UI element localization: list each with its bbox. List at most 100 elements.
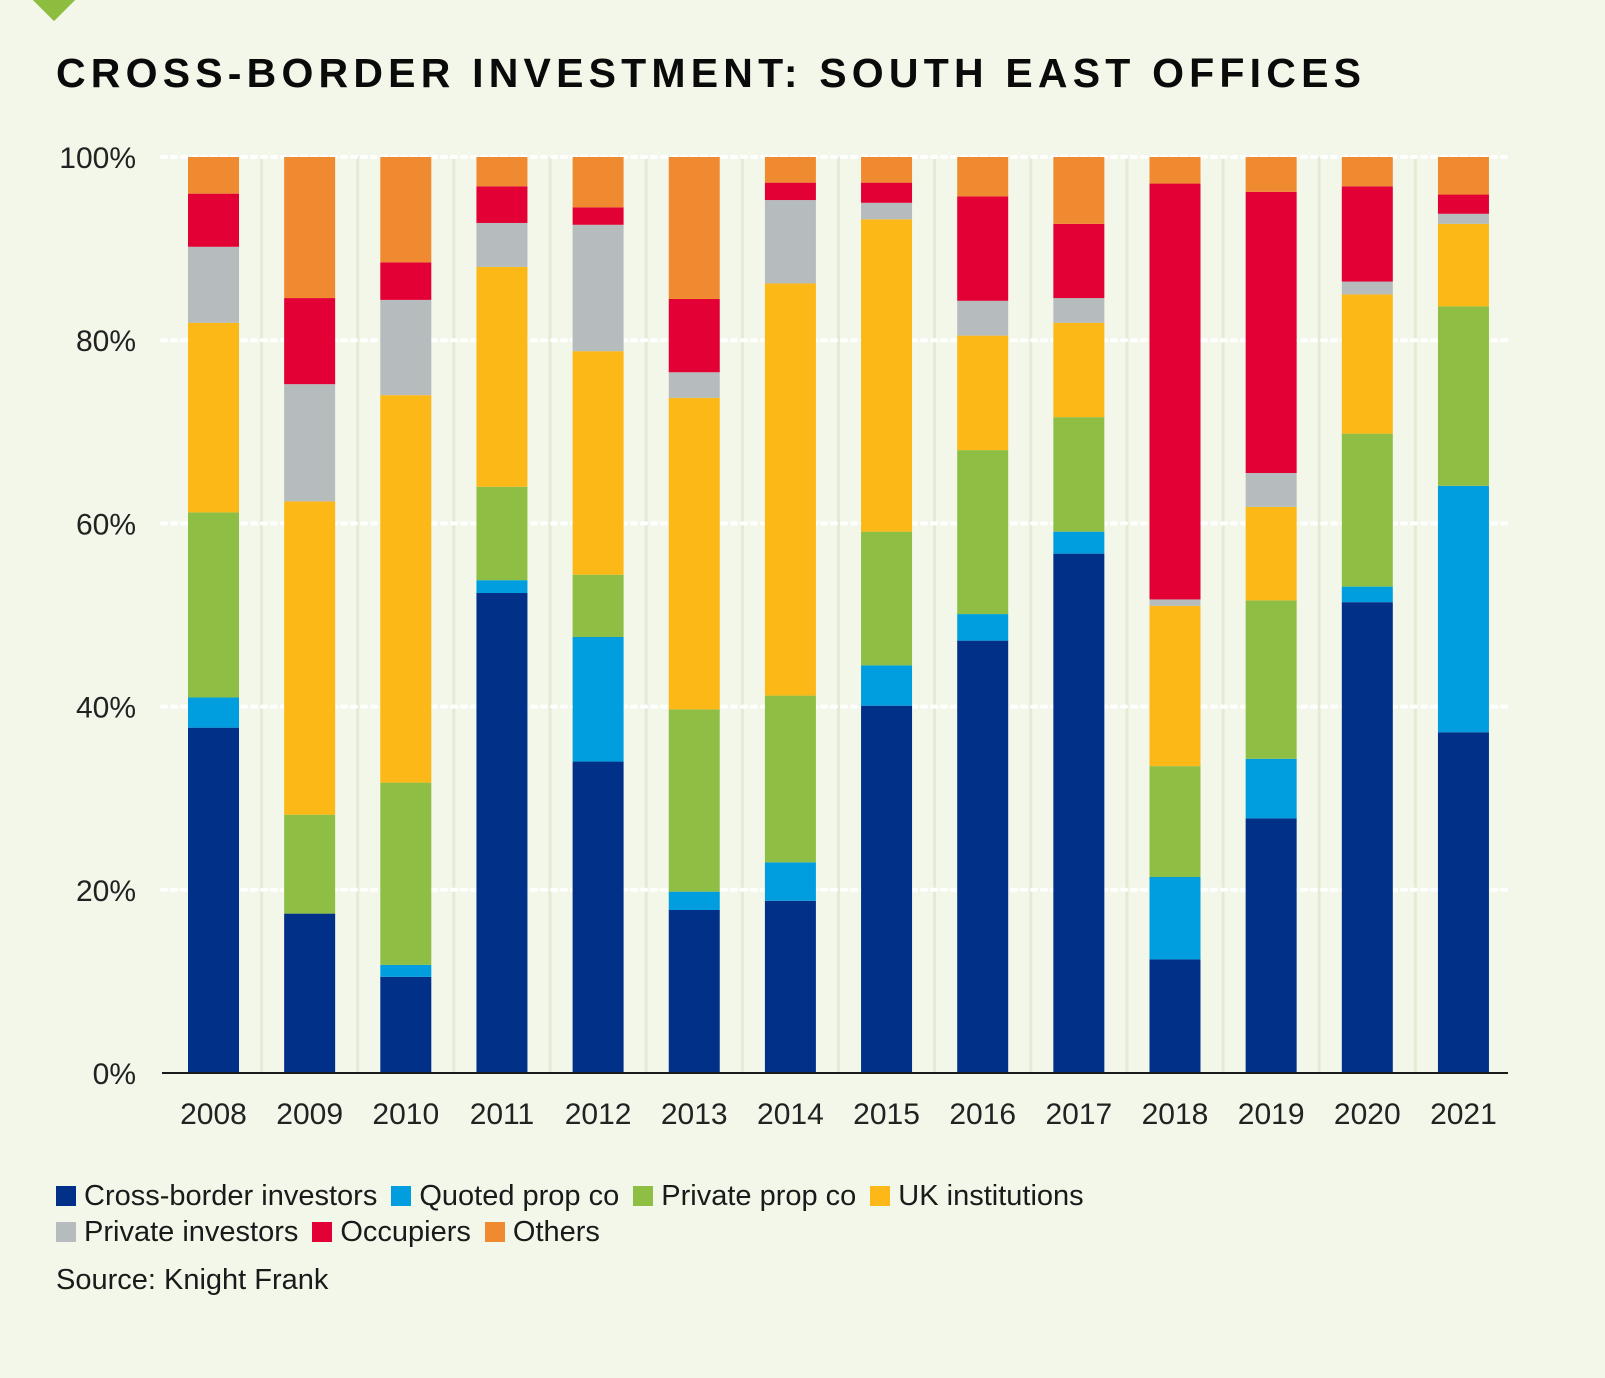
bar-segment-others-2010 bbox=[380, 157, 432, 263]
bar-segment-uk-institutions-2008 bbox=[188, 322, 239, 513]
y-tick-label: 40% bbox=[76, 692, 136, 725]
bar-segment-private-prop-co-2018 bbox=[1149, 766, 1201, 877]
bar-segment-uk-institutions-2017 bbox=[1053, 322, 1105, 418]
bar-segment-private-investors-2013 bbox=[668, 372, 720, 398]
bar-segment-occupiers-2020 bbox=[1341, 186, 1393, 282]
bar-segment-others-2012 bbox=[572, 157, 624, 208]
y-tick-label: 0% bbox=[93, 1058, 136, 1091]
x-tick-label: 2008 bbox=[180, 1098, 247, 1131]
bar-segment-private-prop-co-2010 bbox=[380, 782, 432, 965]
bar-stack-2011 bbox=[476, 157, 528, 1073]
bar-segment-private-investors-2020 bbox=[1341, 281, 1393, 295]
legend-label: UK institutions bbox=[898, 1180, 1084, 1212]
bar-stack-2013 bbox=[668, 157, 720, 1073]
bar-segment-uk-institutions-2019 bbox=[1245, 506, 1297, 601]
bar-segment-quoted-prop-co-2016 bbox=[957, 614, 1009, 641]
bar-segment-quoted-prop-co-2013 bbox=[668, 891, 720, 910]
x-tick-label: 2014 bbox=[757, 1098, 824, 1131]
bar-segment-occupiers-2012 bbox=[572, 207, 624, 225]
bar-segment-others-2011 bbox=[476, 157, 528, 187]
bar-segment-quoted-prop-co-2019 bbox=[1245, 758, 1297, 819]
bar-stack-2017 bbox=[1053, 157, 1105, 1073]
bar-segment-cross-border-investors-2017 bbox=[1053, 553, 1105, 1073]
bar-segment-occupiers-2009 bbox=[284, 298, 336, 385]
bar-segment-occupiers-2015 bbox=[861, 182, 913, 203]
bar-segment-private-prop-co-2008 bbox=[188, 512, 239, 698]
bar-segment-private-investors-2008 bbox=[188, 246, 239, 323]
legend-item: Private investors bbox=[56, 1214, 298, 1250]
y-tick-label: 20% bbox=[76, 875, 136, 908]
legend-label: Others bbox=[512, 1216, 600, 1248]
bar-segment-private-investors-2014 bbox=[764, 200, 816, 284]
bar-segment-quoted-prop-co-2010 bbox=[380, 964, 432, 977]
bar-segment-private-prop-co-2016 bbox=[957, 450, 1009, 615]
bar-segment-private-investors-2015 bbox=[861, 202, 913, 220]
legend-label: Cross-border investors bbox=[84, 1180, 378, 1212]
bar-segment-uk-institutions-2020 bbox=[1341, 294, 1393, 434]
y-tick-label: 80% bbox=[76, 325, 136, 358]
x-tick-label: 2011 bbox=[470, 1098, 535, 1131]
legend-swatch-icon bbox=[312, 1222, 333, 1242]
bar-segment-quoted-prop-co-2014 bbox=[764, 862, 816, 901]
bar-segment-others-2019 bbox=[1245, 157, 1297, 192]
bar-segment-quoted-prop-co-2012 bbox=[572, 636, 624, 762]
bar-segment-others-2015 bbox=[861, 157, 913, 183]
bar-segment-others-2017 bbox=[1053, 157, 1105, 224]
bar-segment-private-prop-co-2019 bbox=[1245, 600, 1297, 759]
x-tick-label: 2012 bbox=[565, 1098, 632, 1131]
bar-segment-quoted-prop-co-2008 bbox=[188, 697, 239, 728]
bar-segment-cross-border-investors-2016 bbox=[957, 640, 1009, 1073]
legend: Cross-border investors Quoted prop co Priv… bbox=[56, 1178, 1256, 1250]
legend-swatch-icon bbox=[56, 1222, 76, 1242]
bar-segment-others-2014 bbox=[764, 157, 816, 183]
x-tick-label: 2021 bbox=[1430, 1098, 1497, 1131]
bar-segment-uk-institutions-2011 bbox=[476, 266, 528, 487]
bar-segment-private-prop-co-2020 bbox=[1341, 433, 1393, 587]
bar-stack-2016 bbox=[957, 157, 1009, 1073]
bar-segment-cross-border-investors-2011 bbox=[476, 593, 528, 1073]
legend-label: Private prop co bbox=[661, 1180, 857, 1212]
stacked-bar-chart: 0%20%40%60%80%100% 2008 2009 2010 2011 2012 2… bbox=[59, 142, 1510, 1131]
bar-stack-2018 bbox=[1149, 157, 1201, 1073]
legend-item: Private prop co bbox=[633, 1178, 856, 1214]
x-axis-ticks: 2008 2009 2010 2011 2012 2013 2014 2015 2016 2017… bbox=[180, 1098, 1497, 1131]
bar-segment-occupiers-2014 bbox=[764, 182, 816, 201]
legend-item: UK institutions bbox=[870, 1178, 1084, 1214]
bar-segment-quoted-prop-co-2020 bbox=[1341, 586, 1393, 603]
bar-segment-quoted-prop-co-2015 bbox=[861, 665, 913, 706]
bar-segment-cross-border-investors-2014 bbox=[764, 900, 816, 1073]
bar-segment-private-investors-2016 bbox=[957, 300, 1009, 336]
bar-segment-others-2008 bbox=[188, 157, 239, 194]
bar-stack-2021 bbox=[1437, 157, 1489, 1073]
bar-segment-cross-border-investors-2013 bbox=[668, 909, 720, 1073]
bar-segment-others-2020 bbox=[1341, 157, 1393, 187]
bar-segment-uk-institutions-2009 bbox=[284, 501, 336, 815]
bars bbox=[188, 157, 1489, 1073]
x-tick-label: 2015 bbox=[853, 1098, 920, 1131]
bar-stack-2019 bbox=[1245, 157, 1297, 1073]
bar-segment-cross-border-investors-2018 bbox=[1149, 959, 1201, 1073]
bar-segment-private-prop-co-2014 bbox=[764, 695, 816, 863]
x-tick-label: 2013 bbox=[661, 1098, 728, 1131]
legend-item: Occupiers bbox=[312, 1214, 471, 1250]
bar-stack-2012 bbox=[572, 157, 624, 1073]
bar-segment-private-prop-co-2009 bbox=[284, 814, 336, 914]
bar-segment-uk-institutions-2014 bbox=[764, 283, 816, 696]
bar-segment-others-2013 bbox=[668, 157, 720, 299]
bar-segment-uk-institutions-2018 bbox=[1149, 605, 1201, 767]
bar-segment-uk-institutions-2013 bbox=[668, 397, 720, 710]
bar-segment-others-2018 bbox=[1149, 157, 1201, 184]
bar-segment-cross-border-investors-2010 bbox=[380, 976, 432, 1073]
bar-segment-private-investors-2018 bbox=[1149, 599, 1201, 606]
bar-segment-cross-border-investors-2008 bbox=[188, 727, 239, 1073]
bar-segment-occupiers-2019 bbox=[1245, 191, 1297, 474]
bar-segment-cross-border-investors-2009 bbox=[284, 913, 336, 1073]
bar-segment-uk-institutions-2010 bbox=[380, 395, 432, 783]
bar-segment-cross-border-investors-2012 bbox=[572, 761, 624, 1073]
bar-stack-2008 bbox=[188, 157, 239, 1073]
bar-segment-cross-border-investors-2019 bbox=[1245, 818, 1297, 1073]
bar-segment-private-prop-co-2011 bbox=[476, 486, 528, 581]
bar-segment-occupiers-2011 bbox=[476, 186, 528, 223]
bar-segment-private-prop-co-2015 bbox=[861, 531, 913, 666]
bar-segment-occupiers-2018 bbox=[1149, 183, 1201, 600]
